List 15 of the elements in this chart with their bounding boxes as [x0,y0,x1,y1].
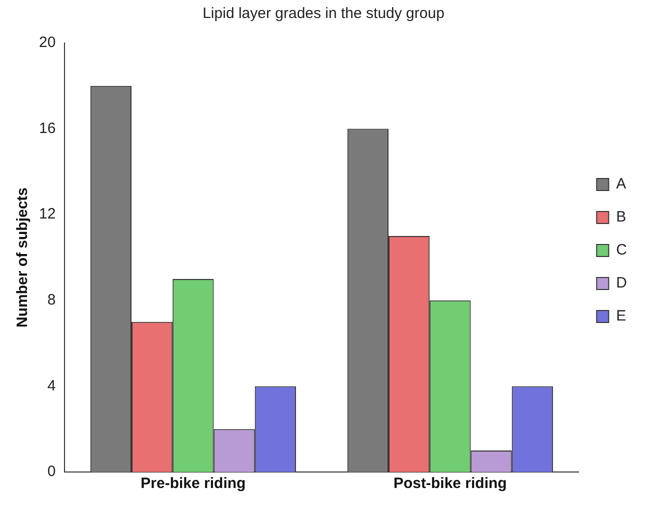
y-axis-title: Number of subjects [14,187,32,328]
legend-label: A [616,176,626,193]
y-tick-label: 0 [47,463,56,480]
legend-label: E [616,308,626,325]
x-tick-label: Pre-bike riding [140,475,246,492]
y-tick-label: 20 [38,34,56,52]
chart-title: Lipid layer grades in the study group [202,5,444,22]
y-tick-label: 16 [38,120,56,137]
y-tick-label: 12 [38,206,56,223]
y-tick-label: 4 [47,377,56,394]
x-tick-label: Post-bike riding [394,475,507,492]
legend-label: D [616,274,628,292]
legend-label: C [616,242,628,259]
y-tick-label: 8 [47,292,56,309]
legend-label: B [616,208,626,226]
